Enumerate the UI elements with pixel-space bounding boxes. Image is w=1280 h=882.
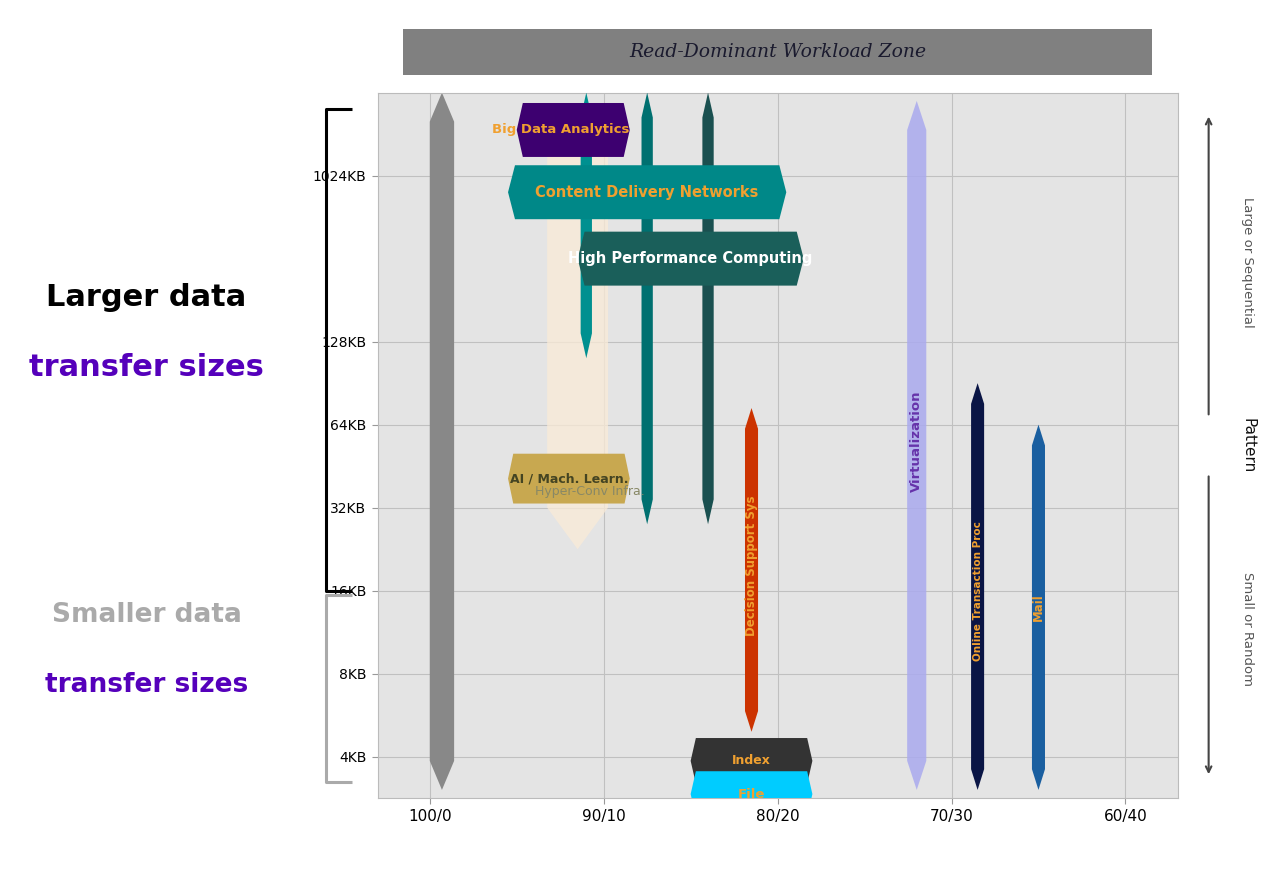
- Text: Smaller data: Smaller data: [51, 602, 242, 628]
- Polygon shape: [745, 408, 758, 732]
- Polygon shape: [691, 771, 813, 817]
- Text: Online Transaction Proc: Online Transaction Proc: [973, 520, 983, 661]
- Text: Small or Random: Small or Random: [1242, 572, 1254, 686]
- Text: Hyper-Conv Infra.: Hyper-Conv Infra.: [535, 484, 645, 497]
- Polygon shape: [577, 232, 804, 286]
- Polygon shape: [972, 383, 984, 790]
- Text: Decision Support Sys: Decision Support Sys: [745, 496, 758, 636]
- Polygon shape: [547, 109, 608, 549]
- Text: transfer sizes: transfer sizes: [45, 672, 248, 699]
- Text: File: File: [737, 788, 765, 801]
- Polygon shape: [1032, 424, 1044, 790]
- Polygon shape: [430, 93, 454, 790]
- Polygon shape: [517, 103, 630, 157]
- Text: High Performance Computing: High Performance Computing: [568, 251, 813, 266]
- Polygon shape: [581, 93, 591, 358]
- Text: Large or Sequential: Large or Sequential: [1242, 197, 1254, 327]
- Polygon shape: [508, 453, 630, 504]
- Text: Larger data: Larger data: [46, 283, 247, 311]
- Text: Virtualization: Virtualization: [910, 391, 923, 492]
- Text: Content Delivery Networks: Content Delivery Networks: [535, 184, 759, 199]
- Polygon shape: [641, 93, 653, 524]
- Text: Read-Dominant Workload Zone: Read-Dominant Workload Zone: [628, 43, 927, 61]
- Text: transfer sizes: transfer sizes: [29, 354, 264, 382]
- Polygon shape: [691, 738, 813, 784]
- Polygon shape: [703, 93, 714, 524]
- Text: Index: Index: [732, 754, 771, 767]
- Text: AI / Mach. Learn.: AI / Mach. Learn.: [509, 472, 628, 485]
- Text: Pattern: Pattern: [1240, 418, 1256, 473]
- FancyBboxPatch shape: [343, 26, 1212, 78]
- Polygon shape: [908, 101, 927, 790]
- Polygon shape: [508, 165, 786, 220]
- Text: Mail: Mail: [1032, 594, 1044, 621]
- Text: Big Data Analytics: Big Data Analytics: [492, 123, 628, 137]
